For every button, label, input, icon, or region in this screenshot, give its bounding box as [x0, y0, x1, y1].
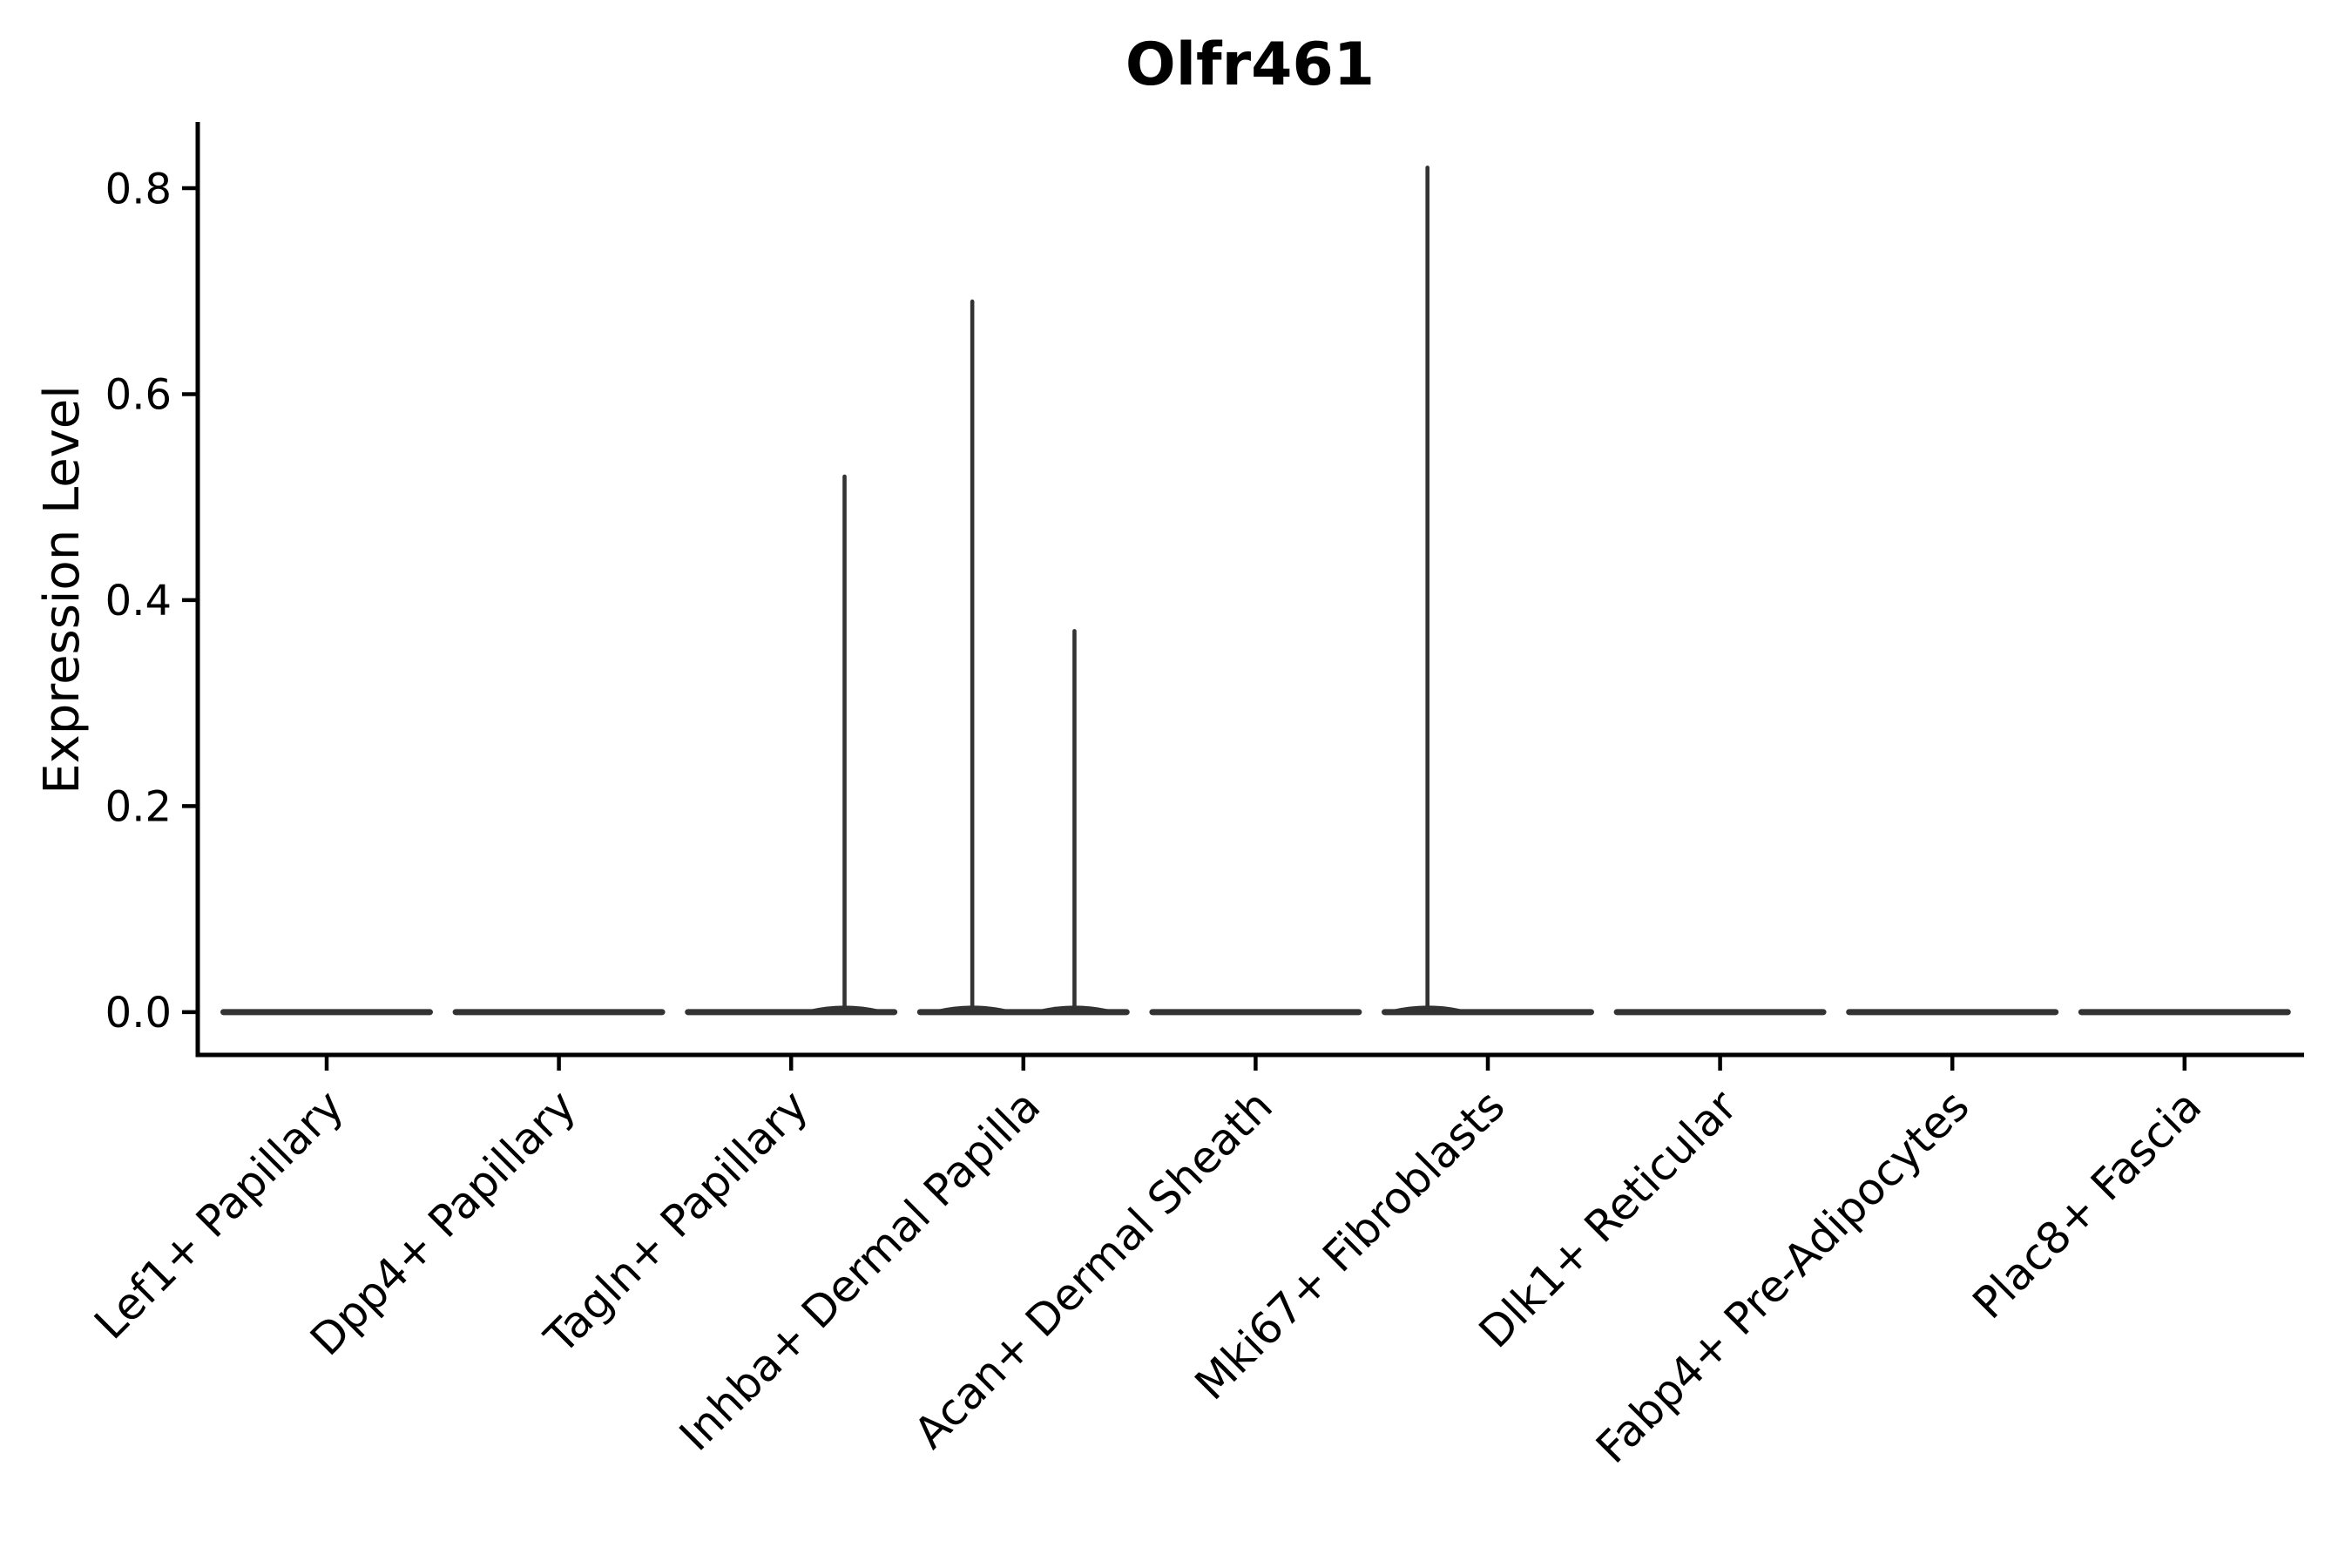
violin	[685, 474, 898, 1016]
violin-body	[220, 1009, 433, 1016]
violin	[1846, 1009, 2059, 1016]
y-tick-label: 0.6	[105, 371, 172, 420]
y-axis-label: Expression Level	[34, 385, 91, 794]
violin	[1382, 166, 1594, 1016]
violin	[452, 1009, 666, 1016]
violin-body	[685, 1009, 898, 1016]
x-tick-label: Dlk1+ Reticular	[1470, 1080, 1747, 1357]
violin	[2078, 1009, 2291, 1016]
violin	[220, 1009, 433, 1016]
violin	[916, 299, 1130, 1016]
violin	[1613, 1009, 1827, 1016]
violin-body	[1382, 1009, 1594, 1016]
chart-title: Olfr461	[1125, 30, 1375, 99]
violin-body	[916, 1009, 1130, 1016]
violin-body	[452, 1009, 666, 1016]
violin-body	[2078, 1009, 2291, 1016]
y-tick-label: 0.2	[105, 783, 172, 832]
violin-body	[1149, 1009, 1362, 1016]
violin-body	[1613, 1009, 1827, 1016]
x-tick-label: Lef1+ Papillary	[84, 1080, 353, 1348]
y-tick-label: 0.0	[105, 989, 172, 1037]
violin-body	[1846, 1009, 2059, 1016]
y-tick-label: 0.4	[105, 577, 172, 625]
x-tick-label: Fabp4+ Pre-Adipocytes	[1586, 1080, 1979, 1473]
x-tick-label: Plac8+ Fascia	[1963, 1080, 2212, 1328]
y-tick-label: 0.8	[105, 165, 172, 213]
violin	[1149, 1009, 1362, 1016]
